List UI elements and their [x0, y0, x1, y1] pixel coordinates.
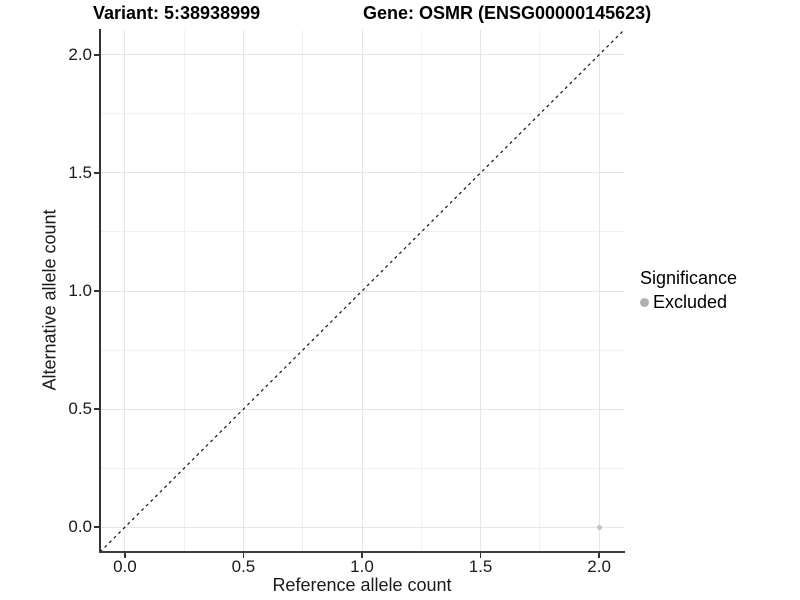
x-tick: [479, 553, 482, 558]
x-tick-label: 0.0: [113, 557, 137, 576]
x-tick: [598, 553, 600, 558]
data-point: [596, 524, 602, 530]
x-axis-line: [99, 551, 625, 553]
gridline-major: [100, 526, 624, 528]
gridline-major: [100, 408, 624, 410]
x-tick: [361, 553, 363, 558]
legend-title: Significance: [640, 268, 738, 288]
x-tick-label: 2.0: [587, 557, 611, 576]
x-tick: [124, 553, 126, 558]
legend-key-dot: [640, 298, 649, 307]
legend-item-label: Excluded: [653, 292, 728, 312]
legend: Significance Excluded: [640, 268, 737, 313]
legend-items: Excluded: [640, 292, 737, 313]
variant-title: Variant: 5:38938999: [93, 3, 261, 23]
y-axis-title: Alternative allele count: [39, 209, 60, 391]
y-tick: [94, 290, 99, 292]
y-tick-label: 0.0: [68, 517, 92, 537]
y-tick-label: 1.0: [68, 281, 92, 300]
x-axis-title: Reference allele count: [272, 575, 452, 595]
y-tick: [94, 408, 99, 410]
y-axis-line: [99, 29, 101, 553]
y-tick-label: 1.5: [68, 162, 92, 182]
x-tick-label: 0.5: [231, 557, 256, 576]
x-tick-label: 1.5: [468, 557, 493, 576]
plot-panel: [100, 30, 624, 552]
y-tick-label: 0.5: [68, 399, 92, 419]
y-tick: [94, 526, 99, 528]
gene-title: Gene: OSMR (ENSG00000145623): [363, 3, 652, 23]
x-tick-label: 1.0: [350, 557, 374, 576]
identity-line-layer: [100, 30, 624, 552]
gridline-major: [100, 290, 624, 292]
gridline-major: [100, 172, 624, 174]
legend-item: Excluded: [640, 292, 737, 313]
gridline-major: [100, 54, 624, 56]
y-tick-label: 2.0: [68, 44, 92, 64]
y-tick: [94, 54, 99, 56]
x-tick: [242, 553, 245, 558]
y-tick: [94, 172, 99, 174]
identity-line: [100, 30, 624, 552]
